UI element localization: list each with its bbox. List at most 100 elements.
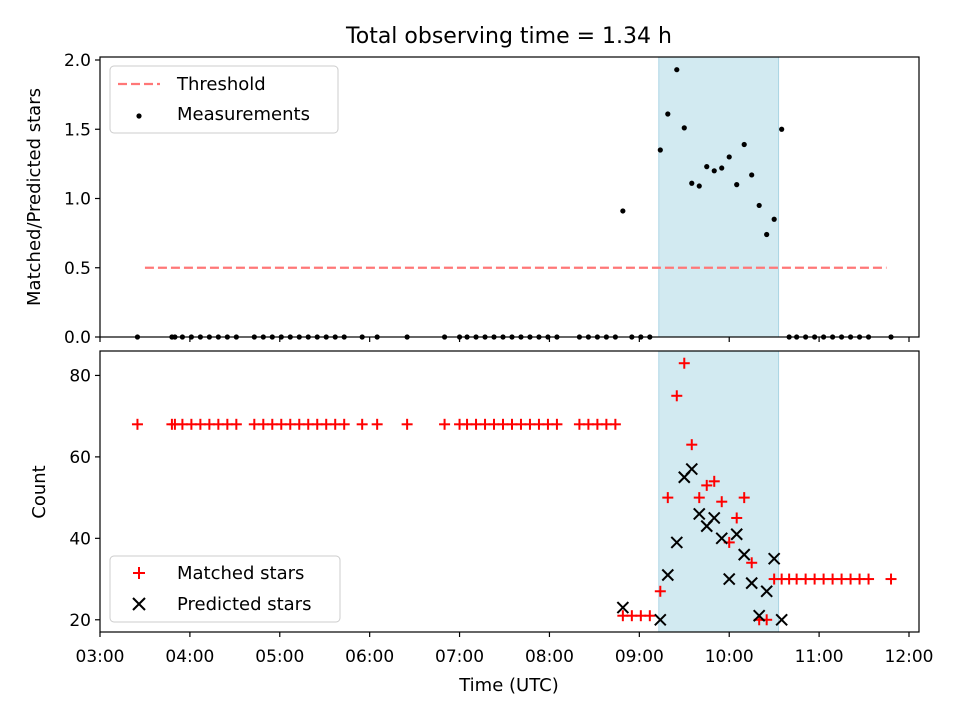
bottom-y-tick-label: 80 [69,366,91,386]
top-legend-box [109,65,339,134]
top-y-axis-label: Matched/Predicted stars [24,88,45,306]
bottom-legend-box [109,555,341,623]
predicted-point [685,462,698,476]
x-tick-label: 03:00 [76,647,125,667]
bottom-y-tick-label: 40 [69,529,91,549]
matched-point [686,439,698,451]
legend-matched-label: Matched stars [177,563,304,584]
matched-point [885,573,897,585]
measurement-point [749,172,755,178]
matched-point [671,390,683,402]
measurement-point [620,208,626,214]
measurement-point [741,141,747,148]
predicted-point [715,532,728,545]
measurement-point [771,216,777,222]
predicted-point [752,609,766,622]
bottom-y-axis-label: Count [29,465,50,518]
matched-point [708,475,720,487]
legend-predicted-swatch [132,597,146,611]
bottom-y-tick-label: 60 [69,448,91,468]
predicted-point [708,511,721,525]
measurement-point [711,168,717,174]
predicted-point [775,613,788,626]
x-axis-label: Time (UTC) [458,675,559,696]
top-y-tick-label: 1.5 [64,120,91,140]
bottom-legend: Matched stars Predicted stars [109,555,341,623]
measurement-point [734,182,740,188]
top-y-tick-label: 2.0 [64,51,91,71]
measurement-point [665,111,671,117]
top-y-tick-label: 0.0 [64,328,91,348]
measurement-point [719,165,725,171]
matched-point [716,496,728,508]
measurement-point [779,126,785,132]
predicted-point [730,528,743,541]
top-axes-frame [99,56,920,338]
top-y-tick-label: 1.0 [64,190,91,210]
top-legend: Threshold Measurements [109,65,339,134]
legend-measurements-swatch [136,113,142,119]
matched-point [678,357,690,369]
top-x-ticks [99,337,910,342]
x-tick-label: 05:00 [255,647,304,667]
matched-point [746,557,758,569]
matched-point [356,418,368,430]
matched-point [662,492,674,504]
top-y-tick-label: 0.5 [64,259,91,279]
measurement-point [657,147,663,153]
predicted-points [616,462,788,626]
matched-point [654,585,666,597]
matched-point [701,479,713,491]
predicted-point [654,613,667,626]
x-tick-label: 09:00 [615,647,664,667]
matched-point [738,492,750,504]
bottom-y-ticks: 20 40 60 80 [69,366,100,631]
x-tick-label: 12:00 [885,647,934,667]
matched-point [401,418,413,430]
measurement-point [689,180,695,186]
x-tick-label: 06:00 [345,647,394,667]
predicted-point [745,576,758,590]
measurement-point [704,164,710,170]
predicted-point [760,585,773,598]
matched-point [371,418,383,430]
predicted-point [616,601,630,614]
bottom-x-ticks: 03:00 04:00 05:00 06:00 07:00 08:00 09:00 10:00… [76,632,934,667]
x-tick-label: 11:00 [795,647,844,667]
measurement-point [756,202,762,209]
matched-point [230,418,242,430]
legend-matched-swatch [133,567,145,579]
bottom-y-tick-label: 20 [69,611,91,631]
x-tick-label: 08:00 [525,647,574,667]
measurement-point [726,154,732,160]
matched-point [439,418,451,430]
matched-points [131,357,897,626]
predicted-point [723,572,736,586]
legend-predicted-label: Predicted stars [177,594,311,615]
matched-point [693,492,705,504]
top-highlight-span [658,56,780,338]
x-tick-label: 07:00 [435,647,484,667]
predicted-point [737,548,751,561]
matched-point [644,610,656,622]
chart-title: Total observing time = 1.34 h [345,24,672,49]
bottom-axes-frame [99,350,920,633]
matched-point [609,418,621,430]
measurement-point [764,231,770,238]
matched-point [338,418,350,430]
predicted-point [661,568,675,582]
matched-point [863,573,875,585]
x-tick-label: 10:00 [705,647,754,667]
measurement-point [681,125,687,131]
predicted-point [767,552,781,565]
matched-point [551,418,563,430]
predicted-point [670,536,683,549]
matched-point [131,418,143,430]
top-panel: 0.00.51.01.52.0 Matched/Predicted stars … [24,51,920,348]
matched-point [731,512,743,524]
legend-threshold-label: Threshold [176,74,266,95]
predicted-point [693,507,706,521]
top-y-ticks: 0.0 0.5 1.0 1.5 2.0 [64,51,100,348]
